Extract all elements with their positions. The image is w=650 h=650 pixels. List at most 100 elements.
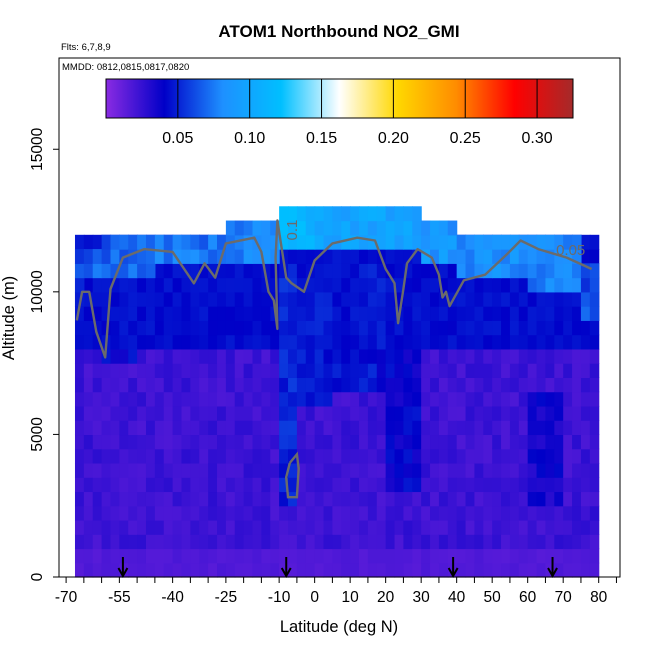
heatmap-cell (279, 363, 289, 378)
heatmap-cell (483, 391, 493, 407)
heatmap-cell (252, 377, 262, 393)
heatmap-cell (350, 420, 360, 436)
heatmap-cell (545, 505, 555, 521)
heatmap-cell (270, 334, 280, 350)
heatmap-cell (332, 420, 342, 436)
heatmap-cell (101, 306, 112, 321)
heatmap-cell (403, 519, 413, 535)
heatmap-cell (110, 519, 120, 535)
heatmap-cell (474, 434, 484, 450)
x-axis: -70 -55 -40 -25 -10 0 10 20 30 40 50 60 70 80 (55, 577, 617, 606)
heatmap-cell (394, 348, 405, 364)
heatmap-cell (438, 291, 449, 307)
heatmap-cell (385, 562, 396, 578)
heatmap-cell (252, 562, 262, 578)
heatmap-cell (225, 434, 236, 450)
heatmap-cell (492, 462, 502, 478)
heatmap-cell (447, 405, 458, 421)
colorbar-tick-label: 0.25 (450, 130, 481, 147)
heatmap-cell (483, 377, 493, 393)
heatmap-cell (492, 562, 502, 578)
heatmap-cell (412, 477, 422, 493)
heatmap-cell (252, 363, 262, 378)
heatmap-cell (518, 263, 529, 279)
heatmap-cell (545, 405, 555, 421)
heatmap-cell (190, 519, 200, 535)
heatmap-cell (527, 306, 538, 321)
heatmap-cell (474, 534, 484, 550)
heatmap-cell (403, 562, 413, 578)
heatmap-cell (403, 334, 413, 350)
contour-label: 0.1 (284, 220, 301, 241)
heatmap-cell (279, 277, 289, 293)
heatmap-cell (83, 534, 94, 550)
heatmap-cell (92, 420, 103, 436)
heatmap-cell (536, 477, 547, 493)
heatmap-cell (172, 377, 183, 393)
heatmap-cell (101, 391, 112, 407)
heatmap-cell (190, 334, 200, 350)
heatmap-cell (217, 420, 227, 436)
heatmap-cell (217, 434, 227, 450)
colorbar-gradient (105, 78, 574, 119)
heatmap-cell (403, 534, 413, 550)
heatmap-cell (563, 477, 573, 493)
heatmap-cell (119, 263, 129, 279)
heatmap-cell (545, 519, 555, 535)
heatmap-cell (403, 249, 413, 264)
heatmap-cell (154, 391, 165, 407)
heatmap-cell (217, 377, 227, 393)
heatmap-cell (314, 334, 325, 350)
heatmap-cell (545, 249, 555, 264)
heatmap-cell (101, 405, 112, 421)
heatmap-cell (474, 306, 484, 321)
heatmap-cell (412, 234, 422, 250)
heatmap-cell (101, 505, 112, 521)
heatmap-cell (199, 420, 209, 436)
heatmap-cell (314, 562, 325, 578)
heatmap-cell (545, 420, 555, 436)
heatmap-cell (252, 548, 262, 564)
heatmap-cell (580, 277, 591, 293)
heatmap-cell (580, 234, 591, 250)
heatmap-cell (554, 462, 564, 478)
heatmap-cell (145, 291, 156, 307)
heatmap-cell (208, 434, 218, 450)
heatmap-cell (447, 477, 458, 493)
heatmap-cell (163, 249, 174, 264)
heatmap-cell (545, 377, 555, 393)
heatmap-cell (145, 519, 156, 535)
heatmap-cell (296, 348, 307, 364)
heatmap-cell (376, 420, 387, 436)
colorbar-tick-label: 0.20 (378, 130, 409, 147)
heatmap-cell (288, 291, 298, 307)
heatmap-cell (589, 519, 600, 535)
heatmap-cell (243, 234, 254, 250)
heatmap-cell (314, 377, 325, 393)
heatmap-cell (367, 291, 378, 307)
heatmap-cell (474, 420, 484, 436)
heatmap-cell (465, 534, 476, 550)
heatmap-cell (545, 263, 555, 279)
heatmap-cell (580, 534, 591, 550)
heatmap-cell (243, 505, 254, 521)
heatmap-cell (119, 277, 129, 293)
heatmap-cell (296, 491, 307, 507)
heatmap-cell (270, 420, 280, 436)
heatmap-cell (545, 477, 555, 493)
heatmap-cell (572, 562, 582, 578)
heatmap-cell (270, 505, 280, 521)
y-axis-label: Altitude (m) (0, 276, 18, 360)
heatmap-cell (190, 491, 200, 507)
heatmap-cell (305, 491, 316, 507)
heatmap-cell (190, 562, 200, 578)
heatmap-cell (465, 291, 476, 307)
heatmap-cell (589, 505, 600, 521)
heatmap-cell (154, 491, 165, 507)
heatmap-cell (483, 277, 493, 293)
heatmap-cell (447, 420, 458, 436)
heatmap-cell (589, 377, 600, 393)
heatmap-cell (509, 377, 520, 393)
heatmap-cell (492, 434, 502, 450)
heatmap-cell (412, 448, 422, 464)
